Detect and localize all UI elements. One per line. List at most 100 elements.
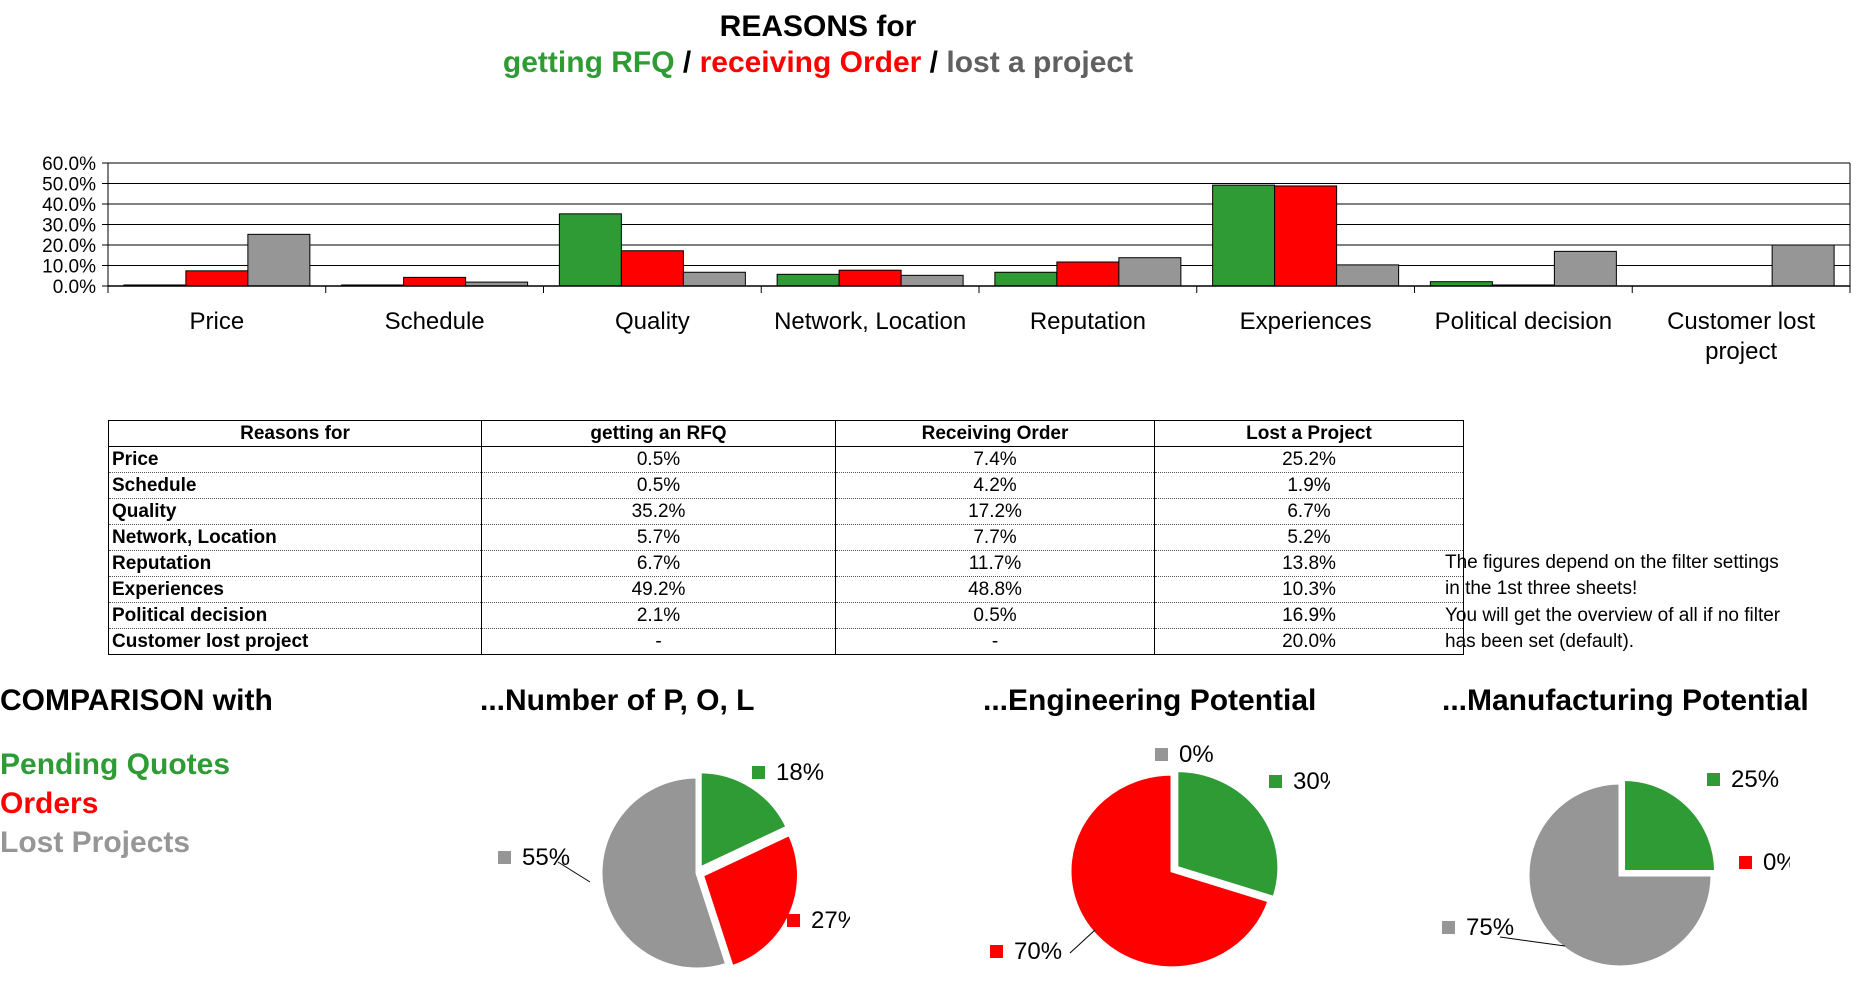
table-cell: -: [481, 628, 836, 655]
x-tick-label: Network, Location: [774, 308, 966, 335]
pie-data-label: 0%: [1179, 741, 1214, 768]
pie-chart-engineering: 30% 70% 0%: [990, 741, 1330, 970]
table-cell: 20.0%: [1154, 628, 1464, 655]
table-cell: 4.2%: [835, 472, 1155, 499]
table-cell: 0.5%: [481, 472, 836, 499]
bar: [1553, 250, 1617, 287]
pie-legend-swatch: [1442, 921, 1455, 934]
table-row: Customer lost project - -20.0%: [108, 628, 1464, 655]
table-cell: 2.1%: [481, 602, 836, 629]
pie-data-label: 55%: [522, 844, 570, 871]
pie-data-label: 18%: [776, 759, 824, 786]
pie-legend-swatch: [1707, 773, 1720, 786]
table-row: Schedule 0.5% 4.2% 1.9%: [108, 472, 1464, 499]
table-cell: -: [835, 628, 1155, 655]
pie-chart-number: 18% 27% 55%: [498, 759, 850, 971]
bar: [776, 273, 840, 287]
x-tick-label: Political decision: [1435, 308, 1612, 335]
leader-line: [557, 861, 591, 883]
table-cell: 0.5%: [835, 602, 1155, 629]
y-tick-label: 0.0%: [53, 277, 96, 298]
bar: [620, 250, 684, 287]
table-cell: 25.2%: [1154, 446, 1464, 473]
table-row: Reputation 6.7% 11.7% 13.8%: [108, 550, 1464, 577]
note-line-3: You will get the overview of all if no f…: [1445, 604, 1781, 626]
table-cell: 35.2%: [481, 498, 836, 525]
table-header-row: Reasons for getting an RFQ Receiving Order…: [108, 420, 1464, 447]
x-tick-label: Quality: [615, 308, 690, 335]
pie-data-label: 27%: [811, 907, 850, 934]
pie-slice: [599, 775, 729, 971]
pie-title-manufacturing: ...Manufacturing Potential: [1442, 684, 1809, 717]
table-cell: 13.8%: [1154, 550, 1464, 577]
reasons-bar-chart: 60.0%50.0%40.0%30.0%20.0%10.0%0.0% Price S…: [42, 154, 1851, 365]
pie-legend-swatch: [498, 851, 511, 864]
table-cell: 7.7%: [835, 524, 1155, 551]
x-tick-label: Customer lost: [1667, 308, 1815, 335]
bar: [1771, 244, 1835, 287]
pie-slice: [1068, 772, 1271, 970]
table-row-label: Customer lost project: [108, 628, 482, 655]
y-tick-label: 60.0%: [42, 154, 96, 175]
table-cell: 10.3%: [1154, 576, 1464, 603]
legend-orders: Orders: [0, 787, 99, 820]
pie-legend-swatch: [752, 766, 765, 779]
bar: [682, 271, 746, 287]
legend-lost-projects: Lost Projects: [0, 826, 191, 859]
comparison-title: COMPARISON with: [0, 684, 273, 717]
table-header-cell: Lost a Project: [1154, 420, 1464, 447]
pie-legend-swatch: [1739, 856, 1752, 869]
table-row-label: Price: [108, 446, 482, 473]
table-row-label: Political decision: [108, 602, 482, 629]
subtitle-lost: lost a project: [946, 46, 1134, 79]
subtitle-rfq: getting RFQ: [502, 46, 675, 79]
pie-slice: [700, 832, 800, 969]
pie-slice: [1622, 777, 1718, 873]
note-line-2: in the 1st three sheets!: [1445, 578, 1638, 600]
x-tick-label: project: [1705, 338, 1777, 365]
table-header-cell: getting an RFQ: [481, 420, 836, 447]
table-row: Network, Location 5.7% 7.7% 5.2%: [108, 524, 1464, 551]
table-cell: 1.9%: [1154, 472, 1464, 499]
table-row: Experiences 49.2% 48.8% 10.3%: [108, 576, 1464, 603]
table-cell: 17.2%: [835, 498, 1155, 525]
table-body: Price 0.5% 7.4% 25.2% Schedule 0.5% 4.2% 1.9% Qu…: [108, 446, 1464, 655]
pie-legend-swatch: [990, 945, 1003, 958]
x-tick-label: Reputation: [1030, 308, 1146, 335]
pie-legend-swatch: [1269, 775, 1282, 788]
table-cell: 16.9%: [1154, 602, 1464, 629]
bar: [838, 269, 902, 287]
note-line-4: has been set (default).: [1445, 631, 1635, 653]
y-tick-label: 40.0%: [42, 195, 96, 216]
pie-title-engineering: ...Engineering Potential: [983, 684, 1317, 717]
leader-line: [1069, 929, 1096, 954]
bar: [1336, 264, 1400, 287]
table-cell: 7.4%: [835, 446, 1155, 473]
y-tick-label: 10.0%: [42, 257, 96, 278]
bar: [185, 270, 249, 287]
bar: [403, 276, 467, 287]
table-row-label: Quality: [108, 498, 482, 525]
x-tick-label: Schedule: [385, 308, 485, 335]
x-tick-label: Price: [190, 308, 245, 335]
table-row-label: Reputation: [108, 550, 482, 577]
pie-data-label: 30%: [1293, 768, 1330, 795]
pie-title-number: ...Number of P, O, L: [480, 684, 755, 717]
table-row: Political decision 2.1% 0.5% 16.9%: [108, 602, 1464, 629]
table-cell: 11.7%: [835, 550, 1155, 577]
pie-data-label: 25%: [1731, 766, 1779, 793]
table-row: Price 0.5% 7.4% 25.2%: [108, 446, 1464, 473]
y-tick-label: 50.0%: [42, 175, 96, 196]
pie-data-label: 70%: [1014, 938, 1062, 965]
subtitle-sep-1: /: [674, 46, 700, 79]
pie-slice: [1175, 769, 1281, 900]
pie-data-label: 0%: [1763, 849, 1790, 876]
bar: [558, 213, 622, 287]
pie-slice: [1526, 781, 1714, 969]
subtitle-order: receiving Order: [699, 46, 922, 79]
subtitle-sep-2: /: [921, 46, 947, 79]
filter-note: The figures depend on the filter setting…: [1445, 550, 1862, 656]
bar: [1118, 257, 1182, 287]
pie-slice: [698, 770, 790, 871]
table-row: Quality 35.2% 17.2% 6.7%: [108, 498, 1464, 525]
